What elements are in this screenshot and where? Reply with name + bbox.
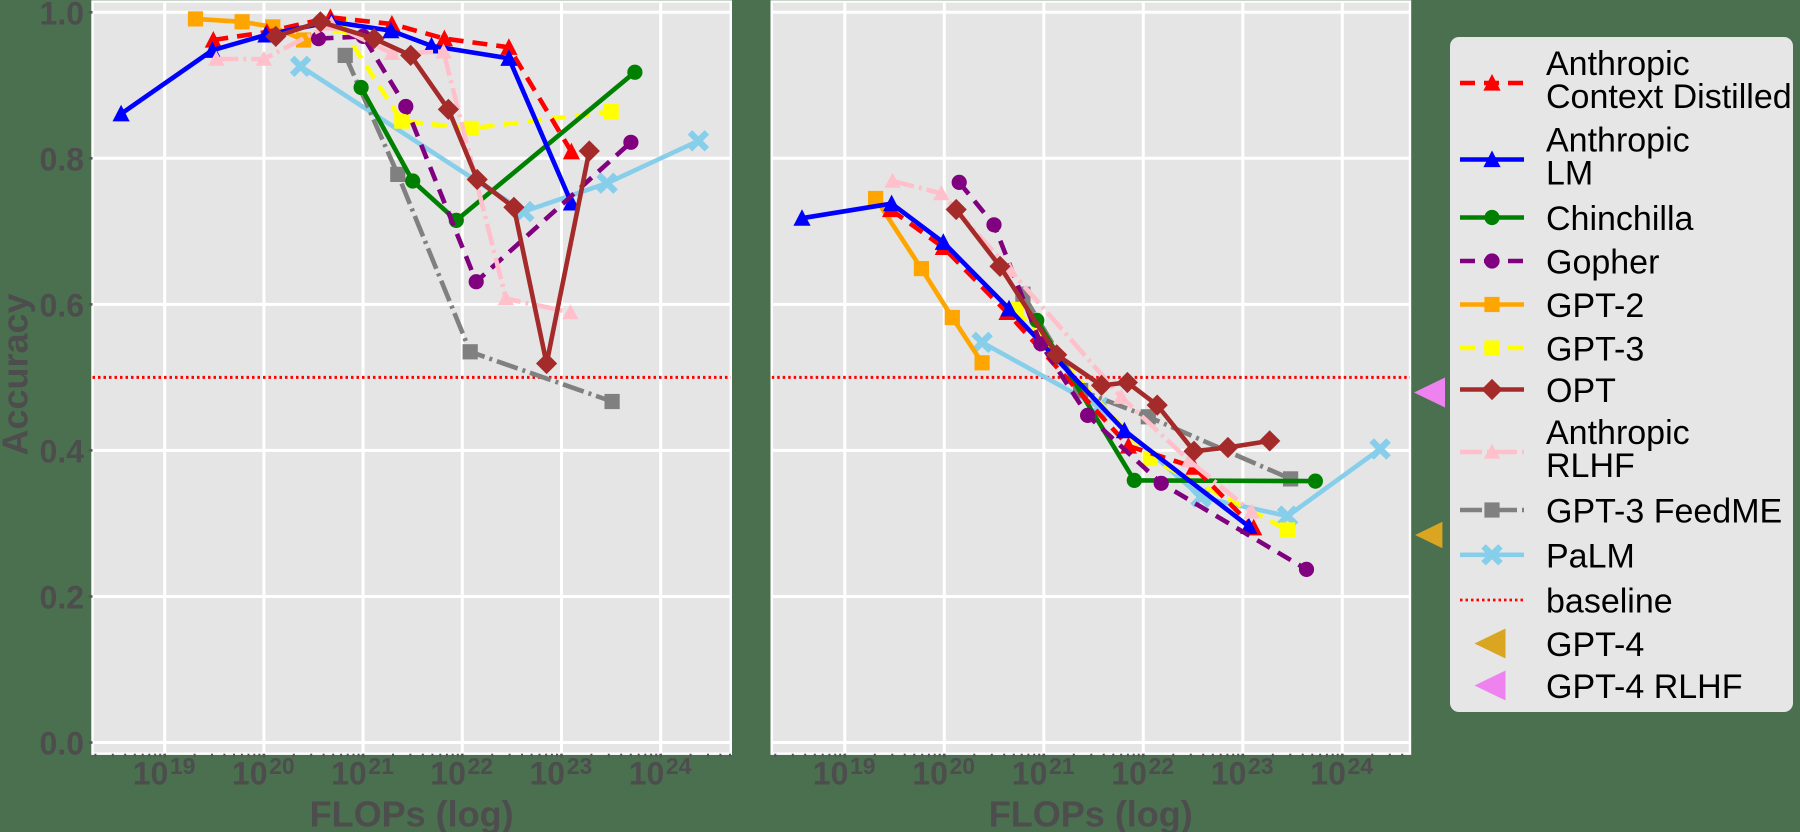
svg-text:20: 20 [950, 753, 976, 779]
svg-text:FLOPs (log): FLOPs (log) [989, 794, 1193, 832]
svg-text:21: 21 [1049, 753, 1075, 779]
svg-text:Gopher: Gopher [1546, 244, 1659, 282]
svg-text:24: 24 [666, 753, 692, 779]
svg-text:Anthropic: Anthropic [1546, 414, 1690, 452]
svg-text:19: 19 [170, 753, 196, 779]
svg-text:10: 10 [232, 756, 268, 792]
svg-text:0.6: 0.6 [40, 287, 84, 323]
svg-text:Chinchilla: Chinchilla [1546, 200, 1693, 238]
svg-text:10: 10 [331, 756, 367, 792]
svg-text:10: 10 [912, 756, 948, 792]
svg-text:Anthropic: Anthropic [1546, 122, 1690, 160]
svg-text:24: 24 [1348, 753, 1374, 779]
svg-text:LM: LM [1546, 155, 1593, 193]
svg-text:10: 10 [1211, 756, 1247, 792]
svg-text:19: 19 [850, 753, 876, 779]
svg-text:10: 10 [1111, 756, 1147, 792]
svg-text:Anthropic: Anthropic [1546, 45, 1690, 83]
svg-text:FLOPs (log): FLOPs (log) [310, 794, 514, 832]
svg-text:10: 10 [813, 756, 849, 792]
svg-text:GPT-3: GPT-3 [1546, 331, 1644, 369]
svg-text:PaLM: PaLM [1546, 537, 1635, 575]
svg-text:1.0: 1.0 [40, 0, 84, 31]
svg-text:22: 22 [468, 753, 494, 779]
svg-text:23: 23 [567, 753, 593, 779]
svg-text:10: 10 [629, 756, 665, 792]
svg-text:GPT-2: GPT-2 [1546, 287, 1644, 325]
svg-text:RLHF: RLHF [1546, 447, 1635, 485]
svg-text:0.4: 0.4 [40, 433, 85, 469]
svg-text:baseline: baseline [1546, 583, 1673, 621]
svg-text:0.0: 0.0 [40, 726, 84, 762]
svg-text:0.8: 0.8 [40, 141, 84, 177]
svg-text:GPT-4 RLHF: GPT-4 RLHF [1546, 668, 1742, 706]
svg-text:10: 10 [133, 756, 169, 792]
svg-text:GPT-3 FeedME: GPT-3 FeedME [1546, 493, 1782, 531]
svg-text:10: 10 [430, 756, 466, 792]
svg-text:10: 10 [1310, 756, 1346, 792]
svg-text:GPT-4: GPT-4 [1546, 626, 1644, 664]
svg-text:21: 21 [368, 753, 394, 779]
svg-text:22: 22 [1149, 753, 1175, 779]
svg-text:OPT: OPT [1546, 372, 1616, 410]
svg-text:23: 23 [1248, 753, 1274, 779]
svg-text:20: 20 [269, 753, 295, 779]
svg-text:Accuracy: Accuracy [0, 293, 36, 455]
svg-text:10: 10 [1012, 756, 1048, 792]
svg-text:Context Distilled: Context Distilled [1546, 78, 1792, 116]
svg-text:10: 10 [530, 756, 566, 792]
svg-text:0.2: 0.2 [40, 580, 84, 616]
